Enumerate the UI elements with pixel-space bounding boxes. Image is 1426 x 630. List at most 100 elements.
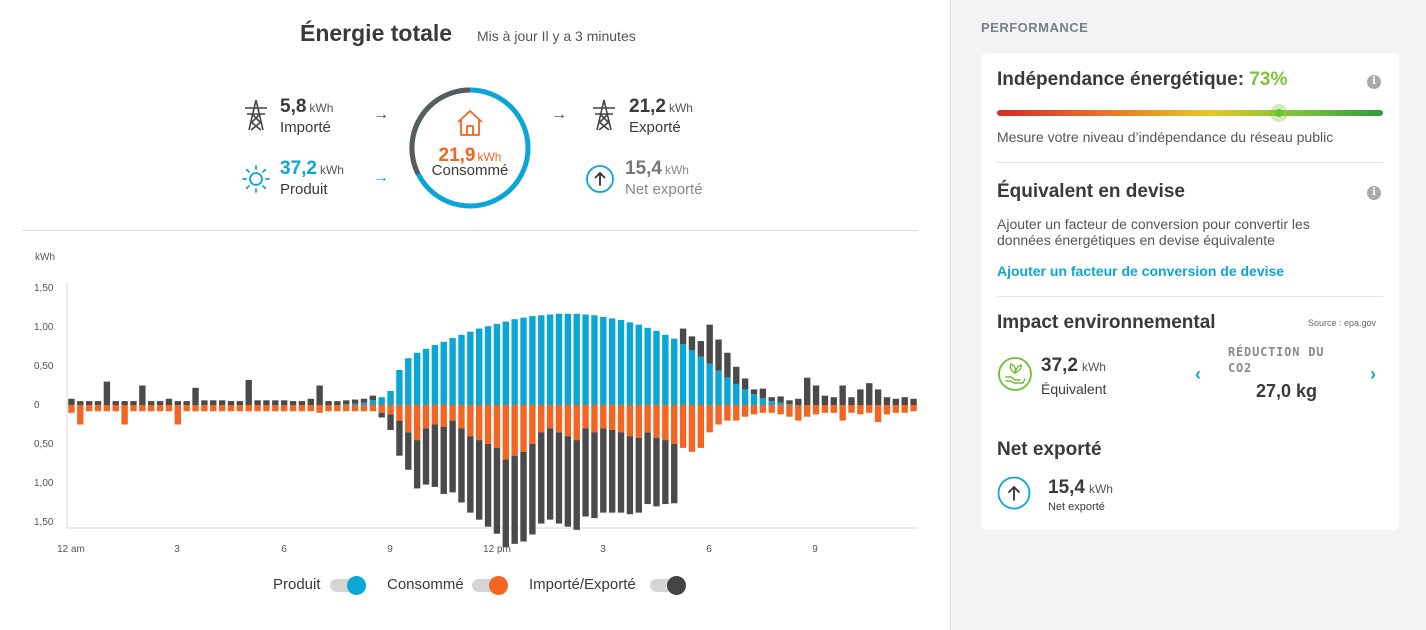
bar-produced [440,341,447,405]
bar-consumed [165,405,173,412]
independence-gauge [997,104,1383,122]
bar-consumed [671,405,678,444]
carousel-prev-button[interactable]: ‹ [1195,364,1201,384]
bar-import-export [644,432,651,505]
bar-consumed [679,405,687,448]
info-icon[interactable]: i [1367,75,1381,89]
bar-consumed [174,405,181,425]
environment-unit: kWh [1081,360,1106,374]
bar-produced [351,403,359,405]
environment-value-line: 37,2 kWh [1041,355,1106,377]
bar-produced [449,337,456,405]
bar-consumed [715,405,722,425]
toggle-produced[interactable] [330,576,366,595]
bar-consumed [591,405,598,433]
bar-import-export [289,401,297,405]
net-exported-metric: 15,4 kWh Net exporté [625,158,703,198]
bar-import-export [529,444,536,535]
produced-metric: 37,2 kWh Produit [280,158,344,198]
arrow-right-icon: → [373,106,389,123]
bar-produced [493,323,501,405]
imported-metric: 5,8 kWh Importé [280,96,333,136]
bar-import-export [458,428,465,503]
reduction-value: 27,0 kg [1256,381,1318,401]
imported-label: Importé [280,119,331,136]
bar-produced [582,314,589,405]
bar-produced [608,318,616,405]
produced-unit: kWh [319,163,344,177]
x-tick-label: 3 [174,544,180,555]
bar-import-export [608,429,616,513]
bar-import-export [227,401,235,405]
bar-consumed [458,405,465,429]
bar-import-export [413,440,421,489]
bar-import-export [316,385,323,405]
toggle-import-export[interactable] [650,576,686,595]
bar-consumed [467,405,474,437]
divider [997,162,1383,163]
info-icon[interactable]: i [1367,186,1381,200]
bar-import-export [857,389,864,405]
bar-import-export [192,387,199,405]
reduction-label-line1: RÉDUCTION DU [1228,345,1325,359]
bar-consumed [830,405,837,413]
add-currency-factor-link[interactable]: Ajouter un facteur de conversion de devi… [997,263,1285,279]
performance-panel: PERFORMANCE Indépendance énergétique: 73… [950,0,1426,630]
bar-consumed [449,405,456,421]
bar-import-export [387,414,394,430]
bar-consumed [369,405,377,412]
bar-import-export [148,401,155,405]
independence-value: 73% [1249,69,1288,90]
bar-produced [529,316,536,405]
bar-import-export [733,366,740,384]
bar-produced [635,324,642,405]
bar-consumed [307,405,314,412]
sun-icon [242,165,270,193]
bar-consumed [511,405,518,456]
independence-label: Indépendance énergétique: [997,69,1245,90]
bar-import-export [183,401,190,405]
bar-import-export [671,444,678,504]
bar-consumed [910,405,917,412]
x-tick-label: 6 [706,544,712,555]
produced-value: 37,2 [280,158,317,179]
bar-import-export [804,377,811,405]
bar-consumed [644,405,651,433]
bar-consumed [653,405,660,438]
bar-consumed [254,405,261,412]
bar-produced [697,356,705,405]
bar-import-export [351,399,359,404]
bar-consumed [316,405,323,413]
environment-title: Impact environnemental [997,312,1216,333]
bar-import-export [582,428,589,517]
house-icon [457,110,483,136]
bar-import-export [848,397,855,405]
performance-heading: PERFORMANCE [981,20,1089,35]
bar-import-export [564,436,572,527]
bar-consumed [804,405,811,417]
bar-produced [671,338,678,405]
bar-produced [715,370,722,405]
bar-import-export [343,400,350,405]
bar-consumed [68,405,75,413]
toggle-consumed[interactable] [472,576,508,595]
bar-import-export [493,447,501,534]
net-exported-title: Net exporté [997,439,1102,460]
energy-bar-chart: kWh 1,50 1,00 0,50 0 0,50 1,00 1,50 12 am 3 6 9 12 p… [34,252,918,555]
produced-label: Produit [280,181,328,198]
bar-consumed [848,405,855,413]
bar-import-export [812,385,820,405]
bar-consumed [210,405,217,412]
bar-consumed [396,405,403,421]
bar-produced [458,334,465,405]
carousel-next-button[interactable]: › [1370,364,1376,384]
bar-import-export [662,440,669,505]
bar-consumed [298,405,306,412]
bar-consumed [608,405,616,430]
bar-consumed [706,405,713,433]
bar-produced [777,402,784,405]
bar-consumed [440,405,447,427]
bar-import-export [156,401,164,405]
toggle-knob [667,576,686,595]
bar-consumed [484,405,492,444]
